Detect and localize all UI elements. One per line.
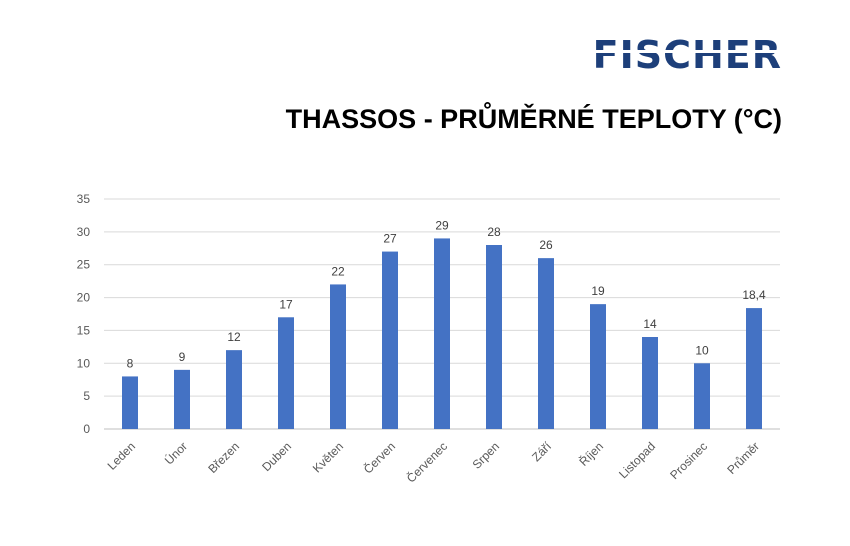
x-tick-label: Únor <box>161 439 190 468</box>
x-tick-label: Březen <box>205 439 242 476</box>
data-label: 28 <box>487 225 501 239</box>
bar <box>694 363 710 429</box>
data-label: 9 <box>179 350 186 364</box>
data-label: 12 <box>227 330 241 344</box>
data-label: 27 <box>383 232 397 246</box>
bar <box>330 284 346 429</box>
bar <box>486 245 502 429</box>
bar <box>122 376 138 429</box>
y-tick-label: 15 <box>77 323 91 337</box>
bar <box>226 350 242 429</box>
data-label: 14 <box>643 317 657 331</box>
x-tick-label: Červen <box>360 439 398 477</box>
y-tick-label: 0 <box>83 422 90 436</box>
data-label: 17 <box>279 297 293 311</box>
x-tick-label: Leden <box>105 439 138 472</box>
y-tick-label: 30 <box>77 225 91 239</box>
bar <box>382 251 398 429</box>
data-label: 22 <box>331 264 345 278</box>
y-tick-label: 10 <box>77 356 91 370</box>
x-tick-label: Říjen <box>576 439 606 469</box>
data-label: 29 <box>435 218 449 232</box>
data-labels: 8 9 12 17 22 27 29 28 26 19 14 10 18,4 <box>127 218 766 370</box>
x-tick-label: Duben <box>259 439 294 474</box>
bar <box>590 304 606 429</box>
x-tick-label: Červenec <box>403 439 450 486</box>
data-label: 8 <box>127 356 134 370</box>
y-tick-label: 20 <box>77 291 91 305</box>
data-label: 18,4 <box>742 288 766 302</box>
chart-title: THASSOS - PRŮMĚRNÉ TEPLOTY (°C) <box>285 104 782 134</box>
x-axis-ticks: Leden Únor Březen Duben Květen Červen Červenec… <box>105 439 762 486</box>
y-axis-ticks: 0 5 10 15 20 25 30 35 <box>77 192 91 436</box>
bar <box>174 369 190 429</box>
y-tick-label: 25 <box>77 258 91 272</box>
data-label: 19 <box>591 284 605 298</box>
data-label: 10 <box>695 343 709 357</box>
bars <box>122 238 762 429</box>
data-label: 26 <box>539 238 553 252</box>
y-tick-label: 35 <box>77 192 91 206</box>
bar <box>538 258 554 429</box>
bar <box>642 337 658 429</box>
fischer-logo: FISCHER <box>592 33 783 77</box>
y-tick-label: 5 <box>83 389 90 403</box>
x-tick-label: Září <box>529 439 554 464</box>
bar <box>746 308 762 429</box>
x-tick-label: Květen <box>310 439 346 475</box>
x-tick-label: Listopad <box>616 439 658 481</box>
bar <box>278 317 294 429</box>
x-tick-label: Průměr <box>724 439 762 477</box>
x-tick-label: Srpen <box>470 439 503 472</box>
bar <box>434 238 450 429</box>
x-tick-label: Prosinec <box>667 439 710 482</box>
